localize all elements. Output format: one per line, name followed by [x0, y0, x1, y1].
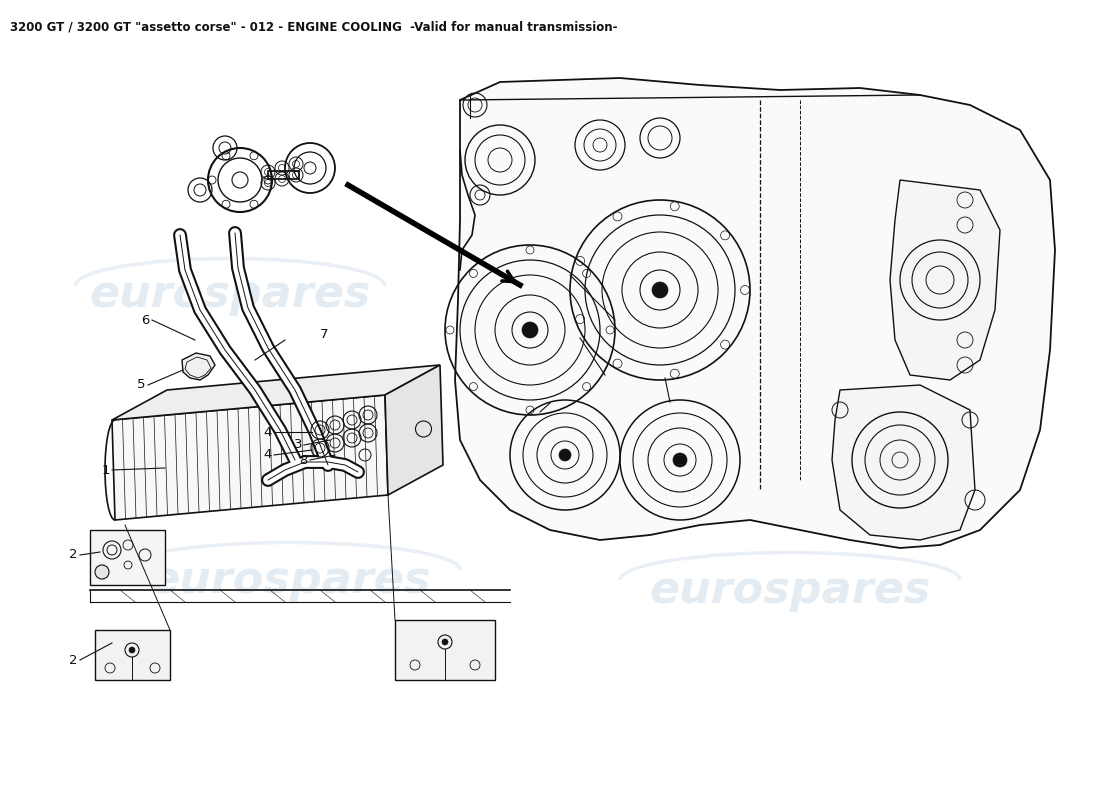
Text: 5: 5: [136, 378, 145, 391]
Polygon shape: [890, 180, 1000, 380]
Polygon shape: [112, 365, 440, 420]
Circle shape: [522, 322, 538, 338]
Text: 8: 8: [299, 454, 308, 466]
Polygon shape: [112, 395, 388, 520]
Text: 3: 3: [294, 438, 302, 451]
Text: eurospares: eurospares: [89, 274, 371, 317]
Circle shape: [673, 453, 688, 467]
Circle shape: [442, 639, 448, 645]
Text: 7: 7: [320, 329, 329, 342]
Text: 1: 1: [101, 463, 110, 477]
Text: 4: 4: [264, 426, 272, 438]
Polygon shape: [832, 385, 975, 540]
Polygon shape: [90, 530, 165, 585]
Circle shape: [95, 565, 109, 579]
Polygon shape: [95, 630, 170, 680]
Text: eurospares: eurospares: [150, 558, 431, 602]
Polygon shape: [455, 78, 1055, 548]
Polygon shape: [182, 353, 214, 380]
Circle shape: [129, 647, 135, 653]
Circle shape: [652, 282, 668, 298]
Text: 2: 2: [69, 654, 78, 666]
Text: 3200 GT / 3200 GT "assetto corse" - 012 - ENGINE COOLING  -Valid for manual tran: 3200 GT / 3200 GT "assetto corse" - 012 …: [10, 20, 617, 33]
Text: 4: 4: [264, 449, 272, 462]
Text: eurospares: eurospares: [649, 569, 931, 611]
Text: 2: 2: [69, 549, 78, 562]
Text: 6: 6: [142, 314, 150, 326]
Circle shape: [559, 449, 571, 461]
Polygon shape: [385, 365, 443, 495]
Polygon shape: [395, 620, 495, 680]
